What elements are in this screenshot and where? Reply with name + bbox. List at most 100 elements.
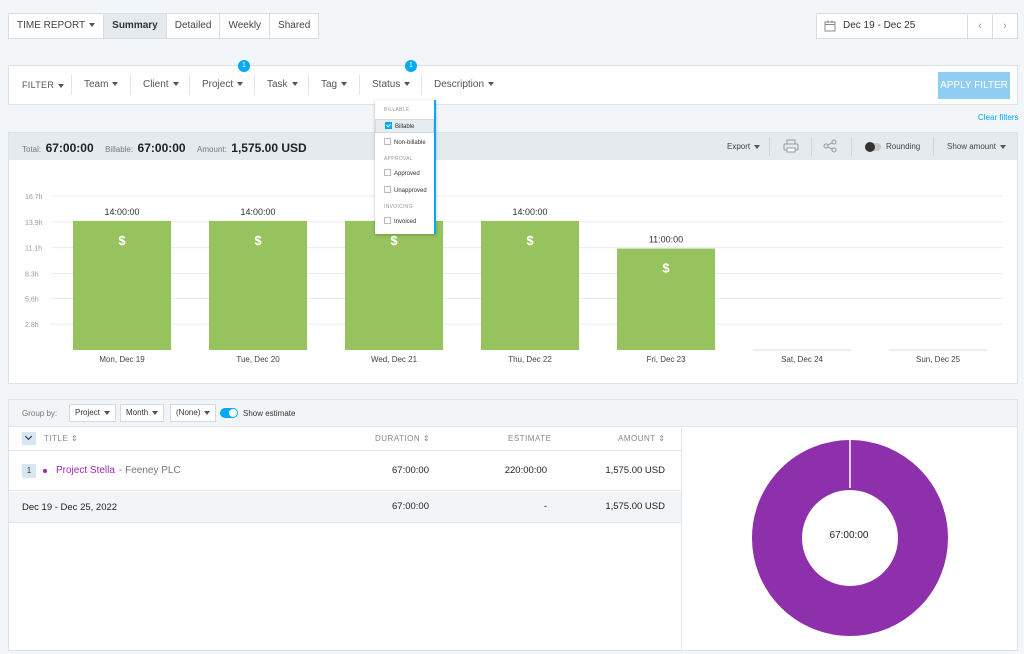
divider bbox=[359, 75, 360, 95]
approved-option-label: Approved bbox=[394, 171, 420, 177]
bar[interactable] bbox=[345, 220, 443, 350]
unapproved-option-label: Unapproved bbox=[394, 188, 427, 194]
divider bbox=[130, 75, 131, 95]
time-report-dropdown[interactable]: TIME REPORT bbox=[9, 14, 105, 38]
filter-project[interactable]: Project bbox=[202, 66, 244, 104]
date-range-picker[interactable]: Dec 19 - Dec 25 ‹ › bbox=[816, 13, 1018, 39]
divider bbox=[769, 137, 770, 156]
group2-value: Month bbox=[126, 408, 149, 417]
group-by-label: Group by: bbox=[22, 409, 58, 418]
x-category-label: Fri, Dec 23 bbox=[646, 355, 686, 364]
total-amount: 1,575.00 USD bbox=[605, 501, 665, 512]
y-tick-label: 2.8h bbox=[25, 322, 39, 329]
duration-header-label: DURATION bbox=[375, 434, 421, 443]
filter-tag[interactable]: Tag bbox=[321, 66, 348, 104]
sort-icon: ⇕ bbox=[422, 434, 431, 443]
billable-dollar-icon: $ bbox=[118, 233, 126, 248]
summary-bar: Total: 67:00:00 Billable: 67:00:00 Amoun… bbox=[9, 133, 1017, 160]
bar[interactable] bbox=[73, 220, 171, 350]
bar-data-label: 14:00:00 bbox=[240, 207, 275, 217]
sort-icon: ⇕ bbox=[71, 434, 79, 443]
tab-weekly[interactable]: Weekly bbox=[220, 14, 271, 38]
chevron-down-icon bbox=[754, 144, 761, 149]
title-column-header[interactable]: TITLE ⇕ bbox=[44, 434, 78, 443]
divider bbox=[681, 427, 682, 650]
print-icon[interactable] bbox=[783, 139, 799, 154]
filter-team[interactable]: Team bbox=[84, 66, 119, 104]
invoiced-option-label: Invoiced bbox=[394, 219, 417, 225]
next-week-button[interactable]: › bbox=[992, 14, 1017, 38]
filter-label: FILTER bbox=[22, 80, 55, 90]
amount-label: Amount: bbox=[197, 145, 227, 154]
client-name: - Feeney PLC bbox=[119, 465, 181, 476]
filter-project-label: Project bbox=[202, 79, 234, 90]
tab-detailed[interactable]: Detailed bbox=[167, 14, 221, 38]
total-duration: 67:00:00 bbox=[392, 501, 429, 512]
total-label: Total: bbox=[22, 145, 42, 154]
unapproved-option[interactable]: Unapproved bbox=[375, 184, 434, 198]
apply-filter-button[interactable]: APPLY FILTER bbox=[938, 72, 1010, 99]
filter-task[interactable]: Task bbox=[267, 66, 298, 104]
export-button[interactable]: Export bbox=[727, 133, 761, 160]
x-category-label: Wed, Dec 21 bbox=[371, 355, 418, 364]
sort-icon: ⇕ bbox=[658, 434, 666, 443]
show-amount-dropdown[interactable]: Show amount bbox=[947, 133, 1006, 160]
filter-status-label: Status bbox=[372, 79, 401, 90]
y-tick-label: 16.7h bbox=[25, 194, 43, 201]
clear-filters-link[interactable]: Clear filters bbox=[978, 113, 1019, 122]
invoiced-option[interactable]: Invoiced bbox=[375, 215, 434, 229]
show-estimate-toggle[interactable] bbox=[220, 408, 238, 418]
billable-option-label: Billable bbox=[395, 124, 415, 130]
table-row[interactable]: 1 Project Stella - Feeney PLC 67:00:00 2… bbox=[9, 452, 681, 491]
approved-option[interactable]: Approved bbox=[375, 167, 434, 181]
y-tick-label: 8.3h bbox=[25, 271, 39, 278]
chevron-down-icon bbox=[999, 144, 1006, 149]
billable-label: Billable: bbox=[105, 145, 134, 154]
divider bbox=[189, 75, 190, 95]
group1-value: Project bbox=[75, 408, 100, 417]
checkbox-icon bbox=[384, 168, 391, 176]
checkbox-icon bbox=[384, 137, 391, 145]
tab-summary[interactable]: Summary bbox=[104, 14, 167, 38]
bar[interactable] bbox=[481, 220, 579, 350]
show-amount-label: Show amount bbox=[947, 142, 996, 151]
bar[interactable] bbox=[209, 220, 307, 350]
status-dropdown: BILLABLE Billable Non-billable APPROVAL … bbox=[375, 100, 436, 234]
chart-panel: Total: 67:00:00 Billable: 67:00:00 Amoun… bbox=[8, 132, 1018, 384]
duration-column-header[interactable]: DURATION ⇕ bbox=[375, 434, 430, 443]
billable-dollar-icon: $ bbox=[390, 233, 398, 248]
checkbox-checked-icon bbox=[385, 121, 392, 129]
chevron-down-icon bbox=[112, 82, 119, 87]
group-by-month-select[interactable]: Month bbox=[120, 404, 165, 422]
prev-week-button[interactable]: ‹ bbox=[967, 14, 992, 38]
chevron-down-icon bbox=[152, 410, 159, 415]
share-icon[interactable] bbox=[823, 139, 837, 154]
row-index: 1 bbox=[22, 464, 36, 478]
filter-description[interactable]: Description bbox=[434, 66, 495, 104]
filter-client[interactable]: Client bbox=[143, 66, 179, 104]
time-report-label: TIME REPORT bbox=[17, 20, 86, 31]
chevron-down-icon bbox=[237, 82, 244, 87]
x-category-label: Sat, Dec 24 bbox=[781, 355, 823, 364]
date-range-text: Dec 19 - Dec 25 bbox=[843, 20, 916, 31]
filter-menu[interactable]: FILTER bbox=[22, 66, 65, 104]
rounding-toggle[interactable]: Rounding bbox=[865, 133, 920, 160]
amount-column-header[interactable]: AMOUNT ⇕ bbox=[618, 434, 665, 443]
non-billable-option[interactable]: Non-billable bbox=[375, 136, 434, 150]
tab-shared[interactable]: Shared bbox=[278, 20, 311, 31]
filter-status[interactable]: Status bbox=[372, 66, 411, 104]
project-donut-chart bbox=[752, 440, 948, 636]
group-by-none-select[interactable]: (None) bbox=[170, 404, 217, 422]
project-name[interactable]: Project Stella bbox=[56, 465, 115, 476]
bar[interactable] bbox=[617, 248, 715, 350]
group3-value: (None) bbox=[176, 408, 201, 417]
filter-client-label: Client bbox=[143, 79, 169, 90]
filter-tag-label: Tag bbox=[321, 79, 338, 90]
billable-option[interactable]: Billable bbox=[375, 119, 434, 133]
expand-all-button[interactable] bbox=[22, 432, 36, 445]
divider bbox=[71, 75, 72, 95]
chevron-down-icon bbox=[89, 23, 96, 28]
rounding-label: Rounding bbox=[886, 142, 921, 151]
group-by-project-select[interactable]: Project bbox=[69, 404, 116, 422]
x-category-label: Sun, Dec 25 bbox=[916, 355, 961, 364]
